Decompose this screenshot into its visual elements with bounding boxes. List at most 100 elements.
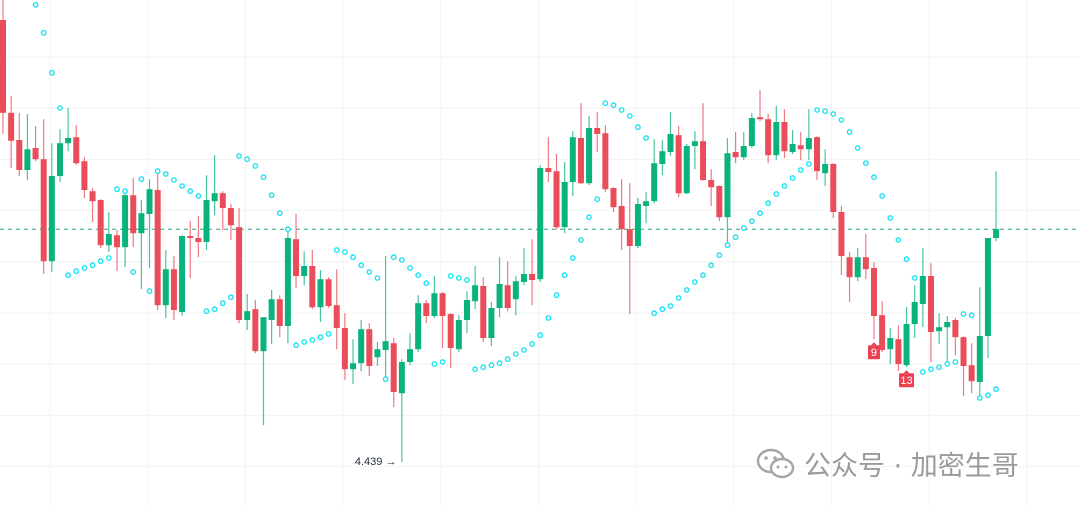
candle-body: [170, 269, 177, 310]
sar-dot: [439, 359, 446, 365]
sar-dot: [415, 272, 422, 279]
sar-dot: [626, 113, 633, 119]
candle-down: [870, 262, 877, 340]
sar-dot: [130, 269, 137, 275]
sar-dot: [260, 174, 267, 181]
candle-body: [350, 363, 357, 370]
candle-body: [268, 299, 275, 320]
sar-dot: [146, 288, 153, 295]
candle-body: [586, 128, 593, 184]
candle-up: [586, 116, 593, 186]
sar-dot: [57, 105, 63, 111]
candle-body: [602, 133, 609, 190]
sar-dot: [830, 111, 837, 117]
candle-body: [138, 213, 145, 234]
count-tag-pointer: [870, 342, 877, 346]
sar-dot: [773, 191, 780, 197]
wechat-icon: [756, 447, 796, 481]
sar-dot: [748, 218, 755, 225]
candle-up: [244, 294, 251, 330]
candle-up: [374, 342, 381, 366]
candle-body: [952, 320, 959, 338]
sar-dot: [887, 215, 894, 221]
sar-dot: [398, 257, 405, 263]
sar-dot: [40, 29, 47, 36]
candle-down: [252, 300, 259, 354]
candle-body: [830, 164, 837, 212]
candle-body: [317, 279, 324, 308]
candle-down: [439, 292, 446, 348]
sar-dot: [561, 272, 568, 279]
candle-body: [415, 303, 422, 350]
candle-body: [276, 299, 283, 326]
sar-dot: [862, 160, 869, 167]
sar-dot: [838, 117, 845, 123]
sar-dot: [643, 135, 649, 141]
sar-dot: [268, 192, 275, 199]
candle-down: [765, 114, 772, 164]
candle-up: [634, 198, 641, 248]
candle-body: [553, 171, 560, 228]
candle-body: [65, 138, 72, 144]
candle-body: [643, 201, 650, 206]
candle-down: [154, 171, 161, 310]
candle-down: [797, 132, 804, 160]
candle-body: [634, 204, 641, 246]
candle-body: [895, 339, 902, 364]
sar-dot: [846, 129, 853, 135]
candle-body: [146, 189, 153, 214]
sar-dot: [651, 310, 658, 317]
candle-up: [260, 317, 267, 426]
candle-up: [537, 165, 544, 282]
sar-dot: [805, 161, 812, 167]
sar-dot: [219, 300, 226, 307]
candle-body: [504, 285, 511, 308]
sar-dot: [716, 252, 723, 259]
sar-dot: [879, 193, 886, 199]
candle-down: [341, 313, 348, 380]
candle-down: [830, 163, 837, 218]
candle-up: [854, 248, 861, 282]
sar-dot: [569, 255, 576, 261]
sar-dot: [114, 186, 120, 193]
candle-body: [529, 274, 536, 280]
candle-up: [268, 290, 275, 344]
candle-body: [73, 137, 80, 164]
candle-body: [8, 112, 15, 141]
sar-dot: [89, 262, 96, 269]
candle-down: [81, 157, 88, 198]
sar-dot: [537, 332, 544, 339]
candle-up: [887, 328, 894, 364]
candle-body: [374, 349, 381, 358]
candle-up: [472, 266, 479, 310]
candle-body: [862, 257, 869, 270]
parabolic-sar-dots: [32, 1, 999, 401]
sar-dot: [985, 392, 991, 399]
candle-body: [423, 303, 430, 316]
candle-down: [968, 343, 975, 394]
candle-body: [211, 193, 218, 202]
candle-body: [162, 269, 169, 306]
sar-dot: [667, 303, 674, 309]
candle-up: [122, 194, 129, 268]
candle-body: [0, 20, 6, 113]
candle-body: [757, 117, 764, 120]
sar-dot: [276, 210, 283, 217]
candle-body: [814, 137, 820, 172]
sar-dot: [480, 364, 487, 371]
candle-up: [789, 130, 796, 154]
sar-dot: [822, 108, 829, 115]
candle-down: [276, 295, 283, 338]
candle-body: [260, 317, 267, 352]
sar-dot: [919, 369, 926, 375]
candle-up: [105, 212, 112, 252]
candle-body: [301, 266, 308, 276]
candle-body: [724, 153, 731, 218]
candle-body: [944, 322, 951, 328]
candle-body: [569, 137, 576, 182]
sar-dot: [32, 1, 39, 8]
candle-up: [398, 359, 405, 462]
sar-dot: [578, 237, 584, 243]
